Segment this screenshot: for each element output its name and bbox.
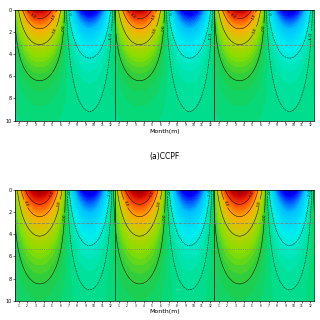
Text: 2.0: 2.0 xyxy=(57,200,62,207)
Text: 0.0: 0.0 xyxy=(162,213,167,220)
Text: -1.0: -1.0 xyxy=(65,188,69,196)
Text: 0.0: 0.0 xyxy=(312,212,316,218)
Text: 2.0: 2.0 xyxy=(152,27,158,35)
Text: 0.0: 0.0 xyxy=(162,24,166,31)
Text: 4.0: 4.0 xyxy=(251,12,257,20)
Text: -2.0: -2.0 xyxy=(108,189,112,197)
Text: 6.0: 6.0 xyxy=(49,190,55,197)
Text: 4.0: 4.0 xyxy=(23,200,29,207)
Text: 0.0: 0.0 xyxy=(61,24,66,31)
Text: 2.0: 2.0 xyxy=(252,27,258,35)
Text: -1.0: -1.0 xyxy=(209,32,213,40)
Text: 6.0: 6.0 xyxy=(29,12,36,20)
Text: 6.0: 6.0 xyxy=(149,190,155,197)
Text: 4.0: 4.0 xyxy=(123,200,129,207)
Text: 0.0: 0.0 xyxy=(62,213,67,220)
Text: 4.0: 4.0 xyxy=(222,200,228,207)
Text: 6.0: 6.0 xyxy=(229,12,236,20)
X-axis label: Month(m): Month(m) xyxy=(149,309,180,314)
Text: 6.0: 6.0 xyxy=(129,12,137,20)
Text: -2.0: -2.0 xyxy=(166,8,171,16)
Text: 6.0: 6.0 xyxy=(249,190,255,197)
Text: (a)CCPF: (a)CCPF xyxy=(149,152,180,161)
Text: 2.0: 2.0 xyxy=(257,200,262,207)
Text: -2.0: -2.0 xyxy=(66,8,71,16)
Text: 2.0: 2.0 xyxy=(157,200,162,207)
Text: -1.0: -1.0 xyxy=(109,32,114,40)
Text: -1.0: -1.0 xyxy=(309,32,313,40)
Text: -1.0: -1.0 xyxy=(265,188,269,196)
Text: -2.0: -2.0 xyxy=(207,189,212,197)
Text: 2.0: 2.0 xyxy=(52,27,58,35)
Text: -2.0: -2.0 xyxy=(266,8,271,16)
Text: -2.0: -2.0 xyxy=(307,189,312,197)
Text: 0.0: 0.0 xyxy=(261,24,266,31)
X-axis label: Month(m): Month(m) xyxy=(149,129,180,134)
Text: 0.0: 0.0 xyxy=(262,213,267,220)
Text: 4.0: 4.0 xyxy=(51,12,57,20)
Text: -1.0: -1.0 xyxy=(165,188,169,196)
Text: 4.0: 4.0 xyxy=(151,12,157,20)
